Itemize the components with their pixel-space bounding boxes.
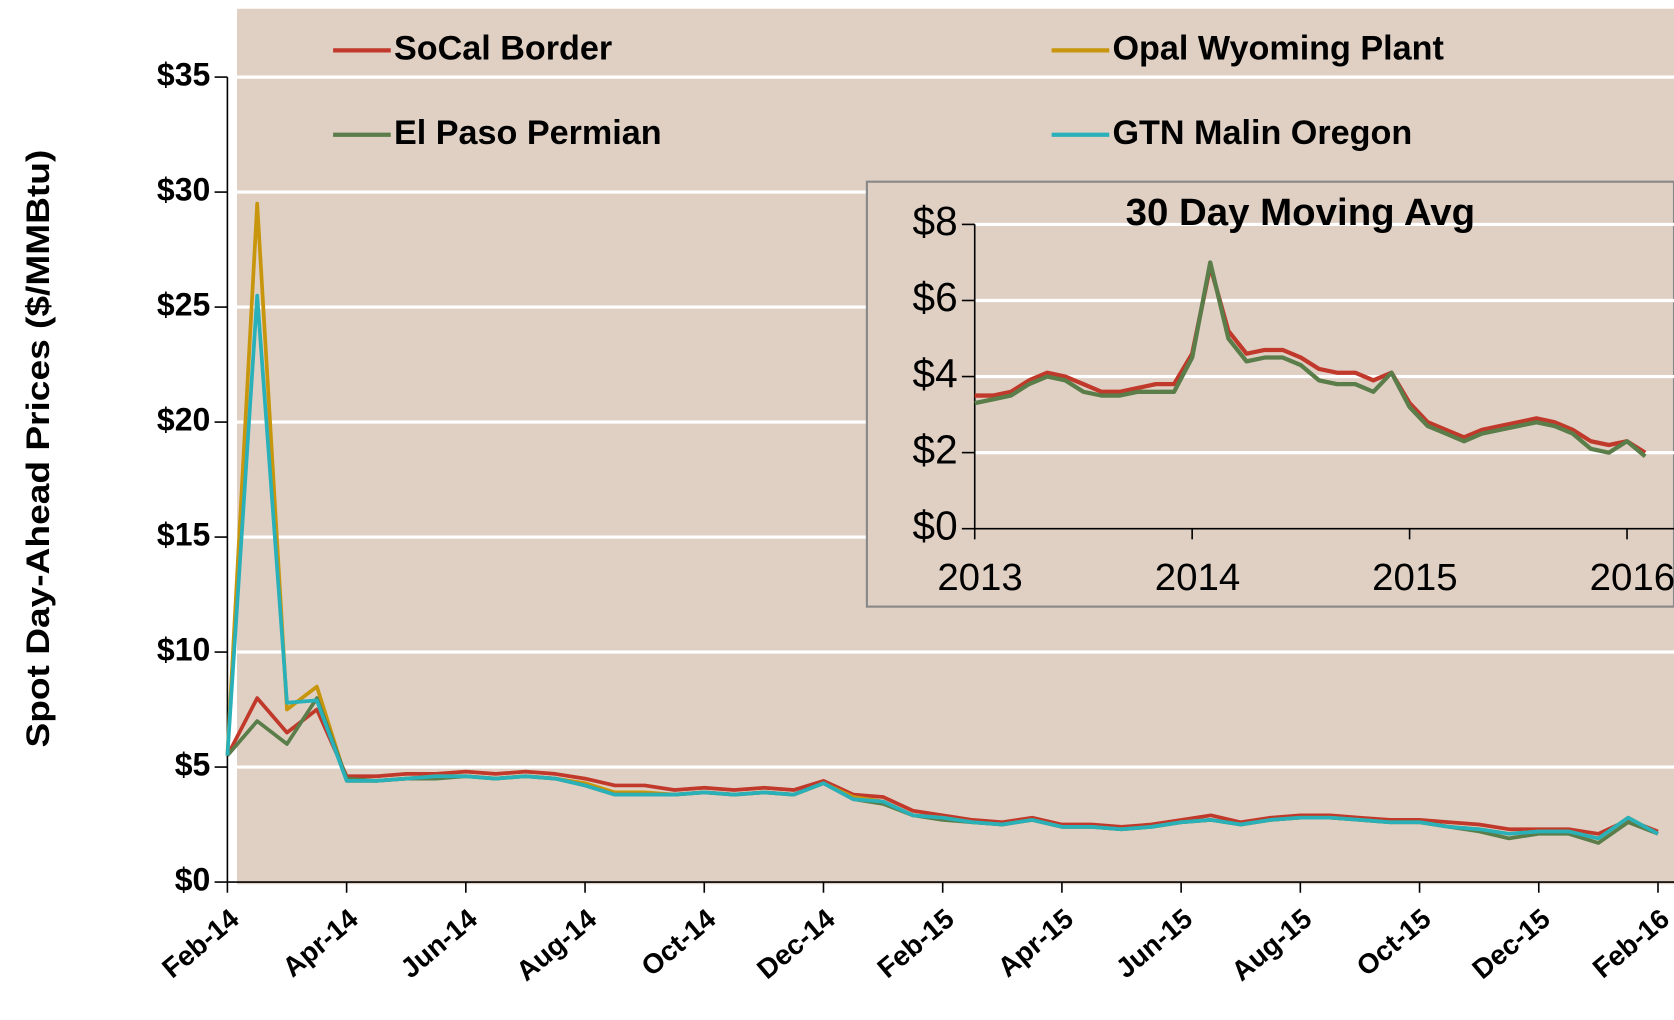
x-tick-label: 2016 <box>1590 556 1674 599</box>
y-tick-label: $2 <box>913 426 958 472</box>
x-tick-label: Jun-14 <box>394 902 483 984</box>
y-tick-label: $4 <box>913 350 958 396</box>
x-tick-label: Apr-14 <box>276 902 364 983</box>
y-tick-label: $5 <box>175 747 211 783</box>
legend-label: El Paso Permian <box>394 114 662 152</box>
x-tick-label: Aug-14 <box>510 902 602 987</box>
y-tick-label: $20 <box>157 402 210 438</box>
x-tick-label: Jun-15 <box>1110 903 1198 984</box>
x-tick-label: Feb-15 <box>871 903 959 984</box>
x-tick-label: 2014 <box>1155 556 1240 599</box>
y-tick-label: $25 <box>157 287 210 323</box>
y-tick-label: $35 <box>157 57 210 93</box>
x-tick-label: Oct-15 <box>1351 903 1437 982</box>
series-line <box>225 696 1659 836</box>
x-tick-label: Feb-14 <box>156 902 245 984</box>
series-line <box>974 260 1647 459</box>
legend-label: GTN Malin Oregon <box>1112 114 1412 152</box>
x-tick-label: Feb-16 <box>1587 903 1674 984</box>
x-tick-label: Apr-15 <box>992 903 1079 983</box>
x-tick-label: 2015 <box>1372 556 1457 599</box>
y-tick-label: $30 <box>157 172 210 208</box>
series-line <box>974 264 1647 455</box>
y-tick-label: $15 <box>157 517 210 553</box>
y-tick-label: $6 <box>913 274 958 320</box>
x-tick-label: Dec-14 <box>751 902 841 985</box>
legend-label: Opal Wyoming Plant <box>1112 29 1443 67</box>
y-tick-label: $0 <box>913 502 958 548</box>
x-tick-label: Aug-15 <box>1225 903 1317 987</box>
y-tick-label: $0 <box>175 862 211 898</box>
x-tick-label: Oct-14 <box>635 902 722 982</box>
x-tick-label: Dec-15 <box>1466 903 1556 985</box>
y-axis-label: Spot Day-Ahead Prices ($/MMBtu) <box>20 150 56 748</box>
series-line <box>225 293 1659 841</box>
legend-label: SoCal Border <box>394 29 612 67</box>
x-tick-label: 2013 <box>937 556 1022 599</box>
y-tick-label: $10 <box>157 632 210 668</box>
inset-title: 30 Day Moving Avg <box>1126 191 1475 234</box>
inset-box <box>865 180 1674 608</box>
y-tick-label: $8 <box>913 198 958 244</box>
